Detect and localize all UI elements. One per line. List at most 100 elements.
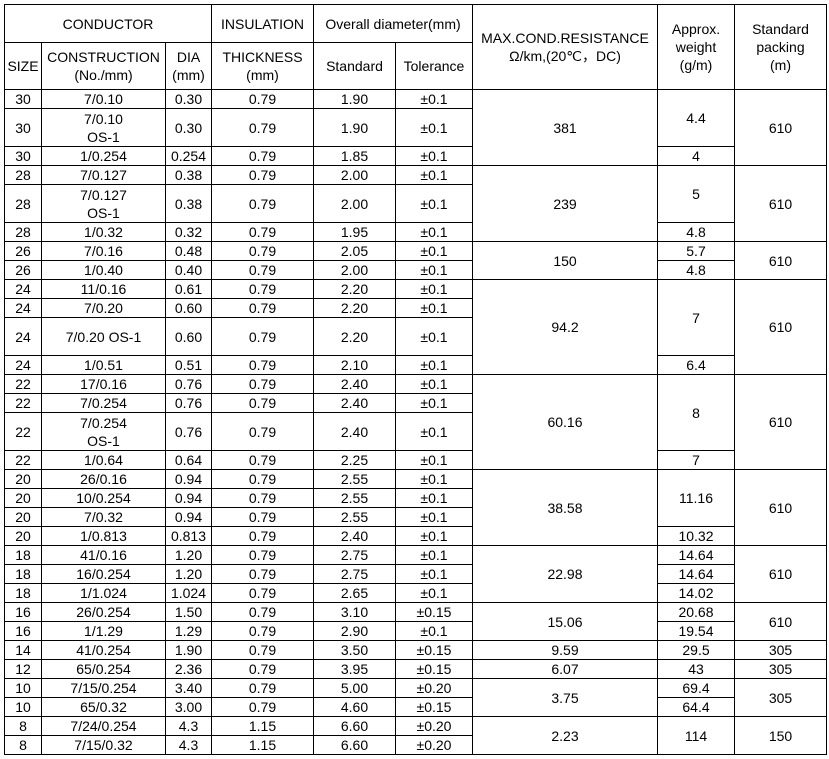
- cell-thickness: 0.79: [211, 108, 314, 147]
- cell-tolerance: ±0.1: [395, 279, 473, 299]
- cell-resistance: 94.2: [472, 279, 658, 375]
- cell-tolerance: ±0.1: [395, 298, 473, 318]
- cell-weight: 5.7: [657, 241, 735, 261]
- cell-size: 22: [4, 450, 42, 470]
- cell-construction: 1/0.32: [41, 222, 166, 242]
- cell-dia: 1.20: [165, 564, 212, 584]
- cell-tolerance: ±0.15: [395, 659, 473, 679]
- header-thickness: THICKNESS (mm): [211, 42, 314, 90]
- cell-dia: 0.60: [165, 298, 212, 318]
- cell-standard-diameter: 2.20: [313, 317, 396, 356]
- cell-construction: 1/1.024: [41, 583, 166, 603]
- table-row: 26 1/0.40 0.40 0.79 2.00 ±0.1 4.8: [4, 260, 827, 280]
- cell-standard-diameter: 2.00: [313, 260, 396, 280]
- cell-packing: 150: [734, 716, 827, 755]
- cell-thickness: 0.79: [211, 583, 314, 603]
- cell-standard-diameter: 1.90: [313, 89, 396, 109]
- header-construction: CONSTRUCTION (No./mm): [41, 42, 166, 90]
- cell-construction: 65/0.254: [41, 659, 166, 679]
- cell-thickness: 0.79: [211, 146, 314, 166]
- cell-weight: 5: [657, 165, 735, 223]
- cell-thickness: 1.15: [211, 735, 314, 755]
- cell-construction: 1/0.813: [41, 526, 166, 546]
- cell-weight: 7: [657, 279, 735, 356]
- cell-dia: 4.3: [165, 735, 212, 755]
- cell-thickness: 0.79: [211, 526, 314, 546]
- header-size: SIZE: [4, 42, 42, 90]
- cell-weight: 8: [657, 374, 735, 451]
- header-overall-diameter: Overall diameter(mm): [313, 4, 473, 43]
- cell-thickness: 0.79: [211, 89, 314, 109]
- cell-resistance: 60.16: [472, 374, 658, 470]
- cell-size: 8: [4, 735, 42, 755]
- table-row: 30 1/0.254 0.254 0.79 1.85 ±0.1 4: [4, 146, 827, 166]
- table-row: 22 17/0.16 0.76 0.79 2.40 ±0.1 60.16 8 610: [4, 374, 827, 470]
- cell-thickness: 0.79: [211, 260, 314, 280]
- cell-standard-diameter: 6.60: [313, 716, 396, 736]
- table-row: 16 26/0.254 1.50 0.79 3.10 ±0.15 15.06 20.68 610: [4, 602, 827, 641]
- cell-standard-diameter: 2.00: [313, 165, 396, 185]
- table-row: 8 7/15/0.32 4.3 1.15 6.60 ±0.20: [4, 735, 827, 755]
- table-row: 16 1/1.29 1.29 0.79 2.90 ±0.1 19.54: [4, 621, 827, 641]
- cell-tolerance: ±0.1: [395, 108, 473, 147]
- cell-standard-diameter: 2.75: [313, 564, 396, 584]
- cell-size: 22: [4, 412, 42, 451]
- cell-standard-diameter: 2.40: [313, 526, 396, 546]
- table-row: 28 7/0.127 OS-1 0.38 0.79 2.00 ±0.1: [4, 184, 827, 223]
- cell-size: 24: [4, 317, 42, 356]
- cell-tolerance: ±0.1: [395, 184, 473, 223]
- cell-dia: 3.40: [165, 678, 212, 698]
- table-row: 18 16/0.254 1.20 0.79 2.75 ±0.1 14.64: [4, 564, 827, 584]
- cell-construction: 11/0.16: [41, 279, 166, 299]
- cell-dia: 1.90: [165, 640, 212, 660]
- cell-weight: 6.4: [657, 355, 735, 375]
- cell-construction: 7/24/0.254: [41, 716, 166, 736]
- header-weight: Approx. weight (g/m): [657, 4, 735, 90]
- cell-dia: 0.48: [165, 241, 212, 261]
- cell-standard-diameter: 2.20: [313, 298, 396, 318]
- cell-tolerance: ±0.1: [395, 260, 473, 280]
- cell-size: 26: [4, 260, 42, 280]
- cell-construction: 7/0.254 OS-1: [41, 412, 166, 451]
- cell-tolerance: ±0.1: [395, 583, 473, 603]
- cell-standard-diameter: 2.25: [313, 450, 396, 470]
- header-insulation: INSULATION: [211, 4, 314, 43]
- cell-standard-diameter: 2.10: [313, 355, 396, 375]
- cell-tolerance: ±0.15: [395, 697, 473, 717]
- cell-standard-diameter: 2.75: [313, 545, 396, 565]
- cell-tolerance: ±0.1: [395, 146, 473, 166]
- cell-standard-diameter: 2.55: [313, 507, 396, 527]
- cell-standard-diameter: 1.90: [313, 108, 396, 147]
- cell-tolerance: ±0.15: [395, 602, 473, 622]
- cell-thickness: 0.79: [211, 222, 314, 242]
- cell-weight: 114: [657, 716, 735, 755]
- cell-weight: 4.4: [657, 89, 735, 147]
- cell-tolerance: ±0.20: [395, 716, 473, 736]
- cell-packing: 610: [734, 545, 827, 603]
- cell-size: 16: [4, 602, 42, 622]
- cell-dia: 0.64: [165, 450, 212, 470]
- cell-size: 28: [4, 165, 42, 185]
- cell-resistance: 15.06: [472, 602, 658, 641]
- cell-tolerance: ±0.1: [395, 355, 473, 375]
- cell-tolerance: ±0.1: [395, 412, 473, 451]
- cell-construction: 16/0.254: [41, 564, 166, 584]
- cell-standard-diameter: 3.95: [313, 659, 396, 679]
- cell-construction: 1/0.51: [41, 355, 166, 375]
- cell-thickness: 0.79: [211, 469, 314, 489]
- cell-tolerance: ±0.1: [395, 526, 473, 546]
- cell-standard-diameter: 3.50: [313, 640, 396, 660]
- cell-thickness: 0.79: [211, 507, 314, 527]
- cell-tolerance: ±0.15: [395, 640, 473, 660]
- cell-dia: 0.254: [165, 146, 212, 166]
- cell-dia: 0.60: [165, 317, 212, 356]
- cell-tolerance: ±0.1: [395, 545, 473, 565]
- cell-resistance: 150: [472, 241, 658, 280]
- cell-construction: 1/0.64: [41, 450, 166, 470]
- cell-thickness: 0.79: [211, 697, 314, 717]
- cell-size: 18: [4, 583, 42, 603]
- cell-weight: 4.8: [657, 260, 735, 280]
- cell-dia: 1.20: [165, 545, 212, 565]
- cell-weight: 14.64: [657, 545, 735, 565]
- cell-thickness: 1.15: [211, 716, 314, 736]
